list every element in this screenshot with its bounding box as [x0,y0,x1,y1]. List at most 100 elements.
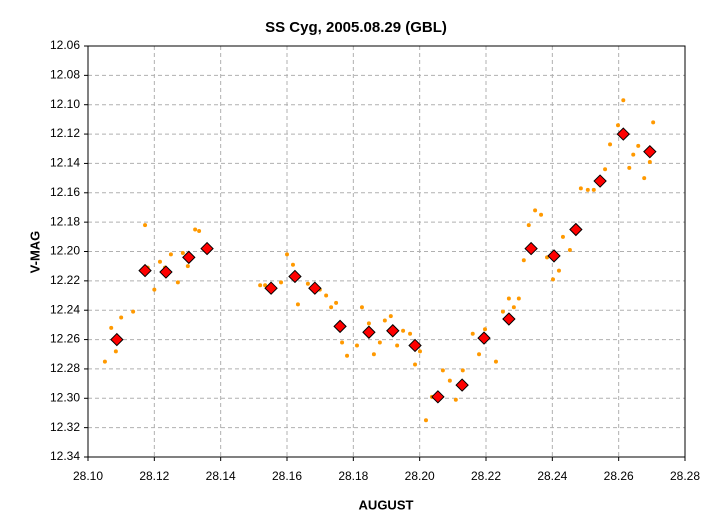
dot-marker [119,315,124,320]
diamond-marker [264,281,278,295]
diamond-marker [455,378,469,392]
dot-marker [533,208,538,213]
dot-marker [627,165,632,170]
dot-marker [143,223,148,228]
diamond-marker [616,127,631,141]
dot-marker [334,300,339,305]
diamond-marker [386,324,400,338]
x-tick-label: 28.10 [73,469,103,483]
diamond-marker [362,325,376,339]
dot-marker [157,259,162,264]
y-tick-label: 12.12 [50,126,80,140]
dot-marker [608,142,613,147]
dot-marker [290,262,295,267]
dot-marker [642,176,647,181]
y-tick-label: 12.26 [50,332,80,346]
dot-marker [585,187,590,192]
dot-marker [377,340,382,345]
dot-marker [359,305,364,310]
dot-marker [417,349,422,354]
dot-marker [193,227,198,232]
dot-marker [408,331,413,336]
y-tick-label: 12.10 [50,97,80,111]
y-tick-label: 12.30 [50,390,80,404]
diamond-marker [477,331,491,345]
dot-marker [550,277,555,282]
x-tick-label: 28.28 [670,469,700,483]
y-tick-label: 12.16 [50,185,80,199]
dot-marker [295,302,300,307]
dot-marker [388,314,393,319]
dot-marker [477,352,482,357]
dot-marker [366,321,371,326]
dot-marker [109,325,114,330]
dot-marker [413,362,418,367]
dot-marker [500,309,505,314]
y-tick-label: 12.08 [50,68,80,82]
y-tick-label: 12.18 [50,214,80,228]
dot-marker [603,167,608,172]
diamond-marker [524,241,538,256]
diamond-marker [593,174,607,188]
dot-marker [621,98,626,103]
diamond-marker [431,390,445,404]
dot-marker [152,287,157,292]
y-tick-label: 12.34 [50,449,80,463]
dot-marker [180,250,185,255]
x-tick-label: 28.16 [272,469,302,483]
dot-marker [305,281,310,286]
chart-title: SS Cyg, 2005.08.29 (GBL) [265,19,447,36]
y-tick-label: 12.06 [50,38,80,52]
diamond-marker [200,241,214,256]
dot-marker [285,252,289,257]
dot-marker [175,280,180,285]
dot-marker [447,378,452,383]
dot-marker [395,343,400,348]
dot-marker [578,186,583,191]
y-tick-label: 12.20 [50,244,80,258]
x-tick-label: 28.18 [338,469,368,483]
diamond-marker [569,222,583,237]
x-tick-label: 28.20 [405,469,435,483]
dot-marker [279,280,284,285]
diamond-marker [159,265,173,279]
dot-marker [470,331,475,336]
x-tick-label: 28.22 [471,469,501,483]
dot-marker [460,368,465,373]
dot-marker [651,120,656,125]
x-tick-label: 28.26 [604,469,634,483]
dot-marker [506,296,511,301]
dot-marker [526,223,531,228]
dot-marker [168,252,173,257]
x-tick-label: 28.12 [139,469,169,483]
diamond-marker [547,249,561,263]
x-tick-label: 28.14 [206,469,236,483]
dot-marker [258,283,263,288]
diamond-marker [182,250,196,265]
dot-marker [263,283,268,288]
dot-marker [423,418,428,423]
dot-marker [329,305,334,310]
dot-marker [636,143,641,148]
dot-marker [556,268,561,273]
dot-marker [539,212,544,217]
dot-marker [483,327,488,332]
dot-marker [324,293,329,298]
diamond-marker [643,144,657,159]
plot-border [87,45,686,458]
dot-marker [102,359,107,364]
dot-marker [113,349,118,354]
y-tick-label: 12.28 [50,361,80,375]
diamond-marker [502,312,516,326]
dot-marker [521,258,526,263]
y-tick-label: 12.24 [50,302,80,316]
y-tick-label: 12.14 [50,156,80,170]
dot-marker [616,123,621,128]
dot-marker [493,359,498,364]
dot-marker [511,305,516,310]
dot-marker [560,234,565,239]
dot-marker [354,343,359,348]
diamond-marker [408,338,422,353]
y-axis-label: V-MAG [27,231,42,274]
dot-marker [382,318,387,323]
